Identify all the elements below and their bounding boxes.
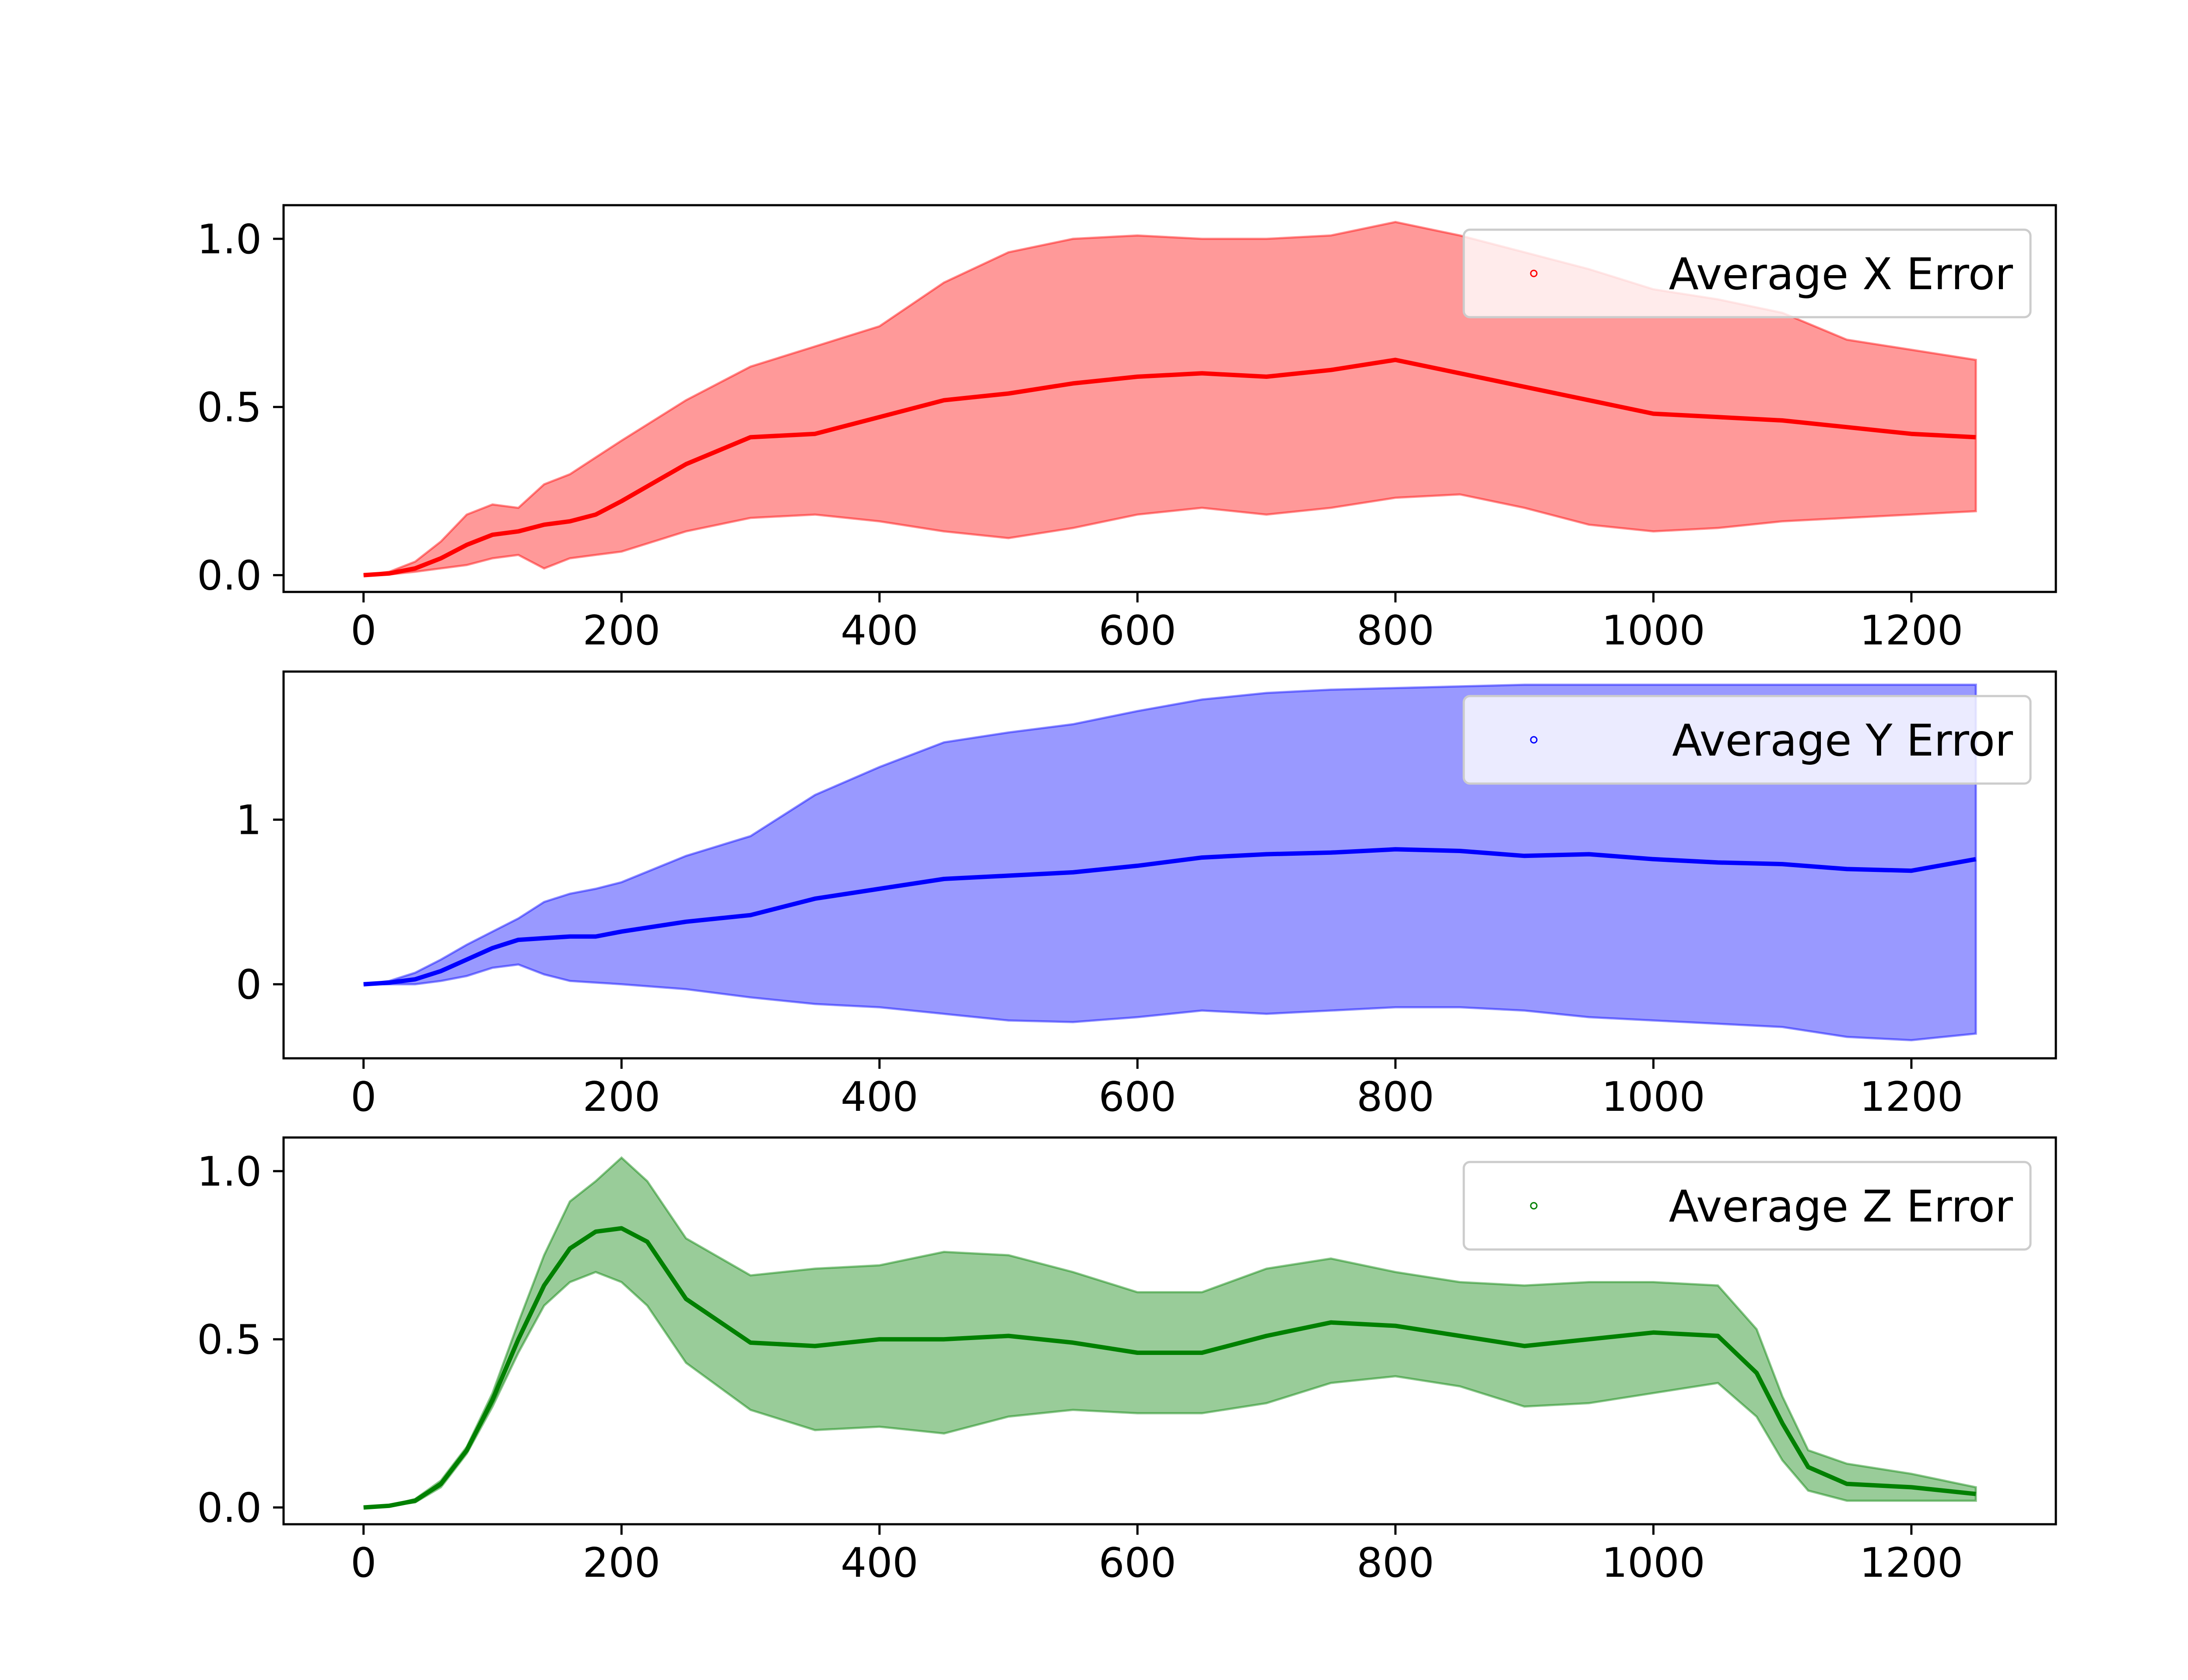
y-tick-label: 1 (236, 797, 262, 844)
legend-label: Average Z Error (1669, 1181, 2013, 1232)
x-tick-label: 800 (1357, 607, 1434, 654)
x-tick-label: 400 (841, 1539, 919, 1586)
legend: Average Z Error (1462, 1161, 2032, 1251)
x-tick-label: 1000 (1602, 607, 1705, 654)
x-tick-label: 600 (1099, 607, 1177, 654)
legend-label: Average X Error (1669, 248, 2013, 300)
x-tick-label: 600 (1099, 1073, 1177, 1120)
x-tick-label: 1000 (1602, 1073, 1705, 1120)
mean-line (363, 1226, 1976, 1510)
x-tick-label: 200 (583, 1073, 661, 1120)
legend-marker (1530, 1202, 1538, 1210)
y-tick-label: 0.5 (197, 384, 262, 431)
x-tick-label: 1000 (1602, 1539, 1705, 1586)
y-tick-label: 1.0 (197, 216, 262, 263)
legend-label: Average Y Error (1672, 715, 2013, 766)
x-tick-label: 800 (1357, 1539, 1434, 1586)
subplot-3: 0 200 400 600 800 1000 1200 0.0 0.5 1.0 Average Z … (197, 1136, 2057, 1586)
y-tick-label: 0 (236, 961, 262, 1008)
y-tick-label: 0.0 (197, 1484, 262, 1532)
x-tick-label: 200 (583, 607, 661, 654)
y-tick-label: 0.0 (197, 552, 262, 599)
mean-line (363, 357, 1976, 578)
x-tick-label: 600 (1099, 1539, 1177, 1586)
x-tick-label: 0 (351, 607, 376, 654)
x-tick-label: 800 (1357, 1073, 1434, 1120)
legend-box (1462, 1161, 2032, 1251)
y-tick-label: 0.5 (197, 1316, 262, 1363)
legend: Average X Error (1462, 228, 2032, 318)
legend: Average Y Error (1462, 695, 2032, 785)
x-tick-label: 400 (841, 607, 919, 654)
x-tick-label: 1200 (1860, 1539, 1964, 1586)
subplot-2: 0 200 400 600 800 1000 1200 0 1 Average Y Error (236, 670, 2057, 1120)
axes-frame (282, 204, 2057, 593)
subplot-1: 0 200 400 600 800 1000 1200 0.0 0.5 1.0 Average X … (197, 204, 2057, 654)
y-tick-label: 1.0 (197, 1148, 262, 1195)
x-tick-label: 1200 (1860, 607, 1964, 654)
axes-frame (282, 1136, 2057, 1526)
x-tick-label: 400 (841, 1073, 919, 1120)
mean-line (363, 847, 1977, 987)
axes-frame (282, 670, 2057, 1060)
x-tick-label: 1200 (1860, 1073, 1964, 1120)
legend-marker (1530, 270, 1538, 277)
x-tick-label: 200 (583, 1539, 661, 1586)
legend-box (1462, 228, 2032, 318)
legend-marker (1530, 736, 1538, 744)
x-tick-label: 0 (351, 1073, 376, 1120)
legend-box (1462, 695, 2032, 785)
x-tick-label: 0 (351, 1539, 376, 1586)
